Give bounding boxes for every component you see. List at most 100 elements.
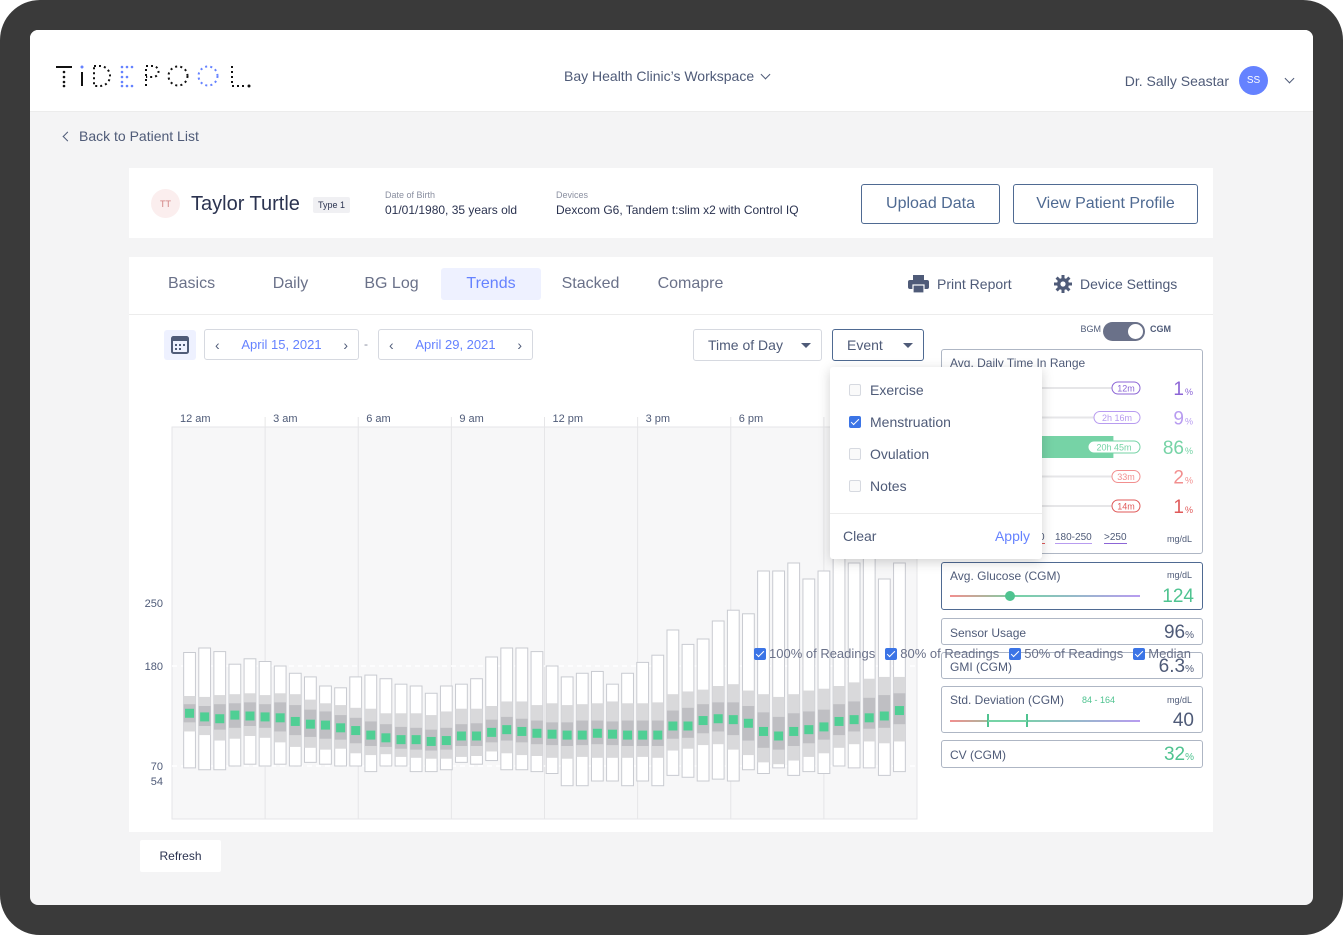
checkbox-checked[interactable] xyxy=(1009,647,1022,660)
time-of-day-select[interactable]: Time of Day xyxy=(693,329,822,361)
checkbox-checked[interactable] xyxy=(754,647,766,660)
dob-label: Date of Birth xyxy=(385,190,436,200)
median-marker xyxy=(426,736,436,746)
chevron-left-icon[interactable]: ‹ xyxy=(389,336,394,353)
cv-title: CV (CGM) xyxy=(950,748,1006,762)
toggle-bgm-label: BGM xyxy=(1080,324,1101,334)
x-tick-label: 6 pm xyxy=(739,413,763,425)
checkbox-unchecked[interactable] xyxy=(849,448,861,460)
median-marker xyxy=(638,730,648,740)
median-marker xyxy=(215,714,225,724)
chart-legend: 100% of Readings 80% of Readings 50% of … xyxy=(754,646,1191,661)
legend-50-percent[interactable]: 50% of Readings xyxy=(1009,646,1123,661)
chevron-right-icon[interactable]: › xyxy=(517,336,522,353)
box-100-percent xyxy=(772,570,786,769)
sensor-usage-value: 96 xyxy=(1163,622,1186,643)
event-option-notes[interactable]: Notes xyxy=(849,478,907,494)
back-to-patient-list-link[interactable]: Back to Patient List xyxy=(62,128,199,144)
chart-boxes xyxy=(183,546,906,787)
y-tick-label: 250 xyxy=(145,598,163,610)
chevron-left-icon[interactable]: ‹ xyxy=(215,336,220,353)
device-settings-label: Device Settings xyxy=(1080,276,1178,292)
std-deviation-card[interactable]: Std. Deviation (CGM) 84 - 164 mg/dL 40 xyxy=(941,686,1203,733)
range-percent-unit: % xyxy=(1185,476,1193,486)
view-patient-profile-button[interactable]: View Patient Profile xyxy=(1013,184,1198,224)
clear-button[interactable]: Clear xyxy=(843,528,877,544)
calendar-button[interactable] xyxy=(164,330,196,360)
refresh-button[interactable]: Refresh xyxy=(140,840,221,872)
checkbox-unchecked[interactable] xyxy=(849,480,861,492)
event-option-menstruation[interactable]: Menstruation xyxy=(849,414,951,430)
legend-label: Median xyxy=(1148,646,1191,661)
tab-bg-log[interactable]: BG Log xyxy=(364,275,419,292)
range-duration: 14m xyxy=(1117,502,1135,512)
tab-compare[interactable]: Comapre xyxy=(657,275,724,292)
start-date-picker[interactable]: ‹ April 15, 2021 › xyxy=(204,329,359,360)
x-tick-label: 3 pm xyxy=(646,413,670,425)
workspace-name: Bay Health Clinic’s Workspace xyxy=(564,68,755,84)
median-marker xyxy=(607,729,617,739)
toggle-track[interactable] xyxy=(1103,322,1145,341)
legend-median[interactable]: Median xyxy=(1133,646,1191,661)
patient-header: TT Taylor Turtle Type 1 Date of Birth 01… xyxy=(129,168,1213,238)
devices-value: Dexcom G6, Tandem t:slim x2 with Control… xyxy=(556,203,799,217)
checkbox-checked[interactable] xyxy=(1133,647,1146,660)
device-settings-button[interactable]: Device Settings xyxy=(1054,275,1177,293)
checkbox-unchecked[interactable] xyxy=(849,384,861,396)
tab-basics[interactable]: Basics xyxy=(167,275,216,292)
event-option-label: Ovulation xyxy=(870,446,930,462)
toggle-knob xyxy=(1128,324,1143,339)
box-100-percent xyxy=(757,570,770,774)
chevron-left-icon xyxy=(62,131,73,141)
workspace-selector[interactable]: Bay Health Clinic’s Workspace xyxy=(564,68,771,84)
event-option-exercise[interactable]: Exercise xyxy=(849,382,924,398)
range-track xyxy=(950,387,1140,389)
median-marker xyxy=(366,730,376,740)
legend-80-percent[interactable]: 80% of Readings xyxy=(885,646,999,661)
toggle-cgm-label: CGM xyxy=(1150,324,1171,334)
avg-glucose-marker xyxy=(1005,591,1015,601)
user-menu[interactable]: Dr. Sally Seastar SS xyxy=(1125,66,1295,95)
tab-stacked[interactable]: Stacked xyxy=(561,275,620,292)
event-select[interactable]: Event xyxy=(832,329,924,361)
median-marker xyxy=(185,708,195,718)
tidepool-logo[interactable] xyxy=(56,64,256,96)
bgm-cgm-toggle[interactable]: BGM CGM xyxy=(941,321,1203,341)
checkbox-checked[interactable] xyxy=(849,416,861,428)
checkbox-checked[interactable] xyxy=(885,647,898,660)
tab-trends[interactable]: Trends xyxy=(441,268,541,300)
print-report-button[interactable]: Print Report xyxy=(908,275,1012,293)
upload-data-button[interactable]: Upload Data xyxy=(861,184,1000,224)
sensor-usage-card[interactable]: Sensor Usage 96% xyxy=(941,618,1203,645)
apply-button[interactable]: Apply xyxy=(994,528,1030,544)
end-date-picker[interactable]: ‹ April 29, 2021 › xyxy=(378,329,533,360)
median-marker xyxy=(592,728,602,738)
median-marker xyxy=(260,712,270,722)
sensor-usage-unit: % xyxy=(1185,630,1194,641)
median-marker xyxy=(472,731,482,741)
avg-glucose-card[interactable]: Avg. Glucose (CGM) mg/dL 124 xyxy=(941,562,1203,610)
legend-100-percent[interactable]: 100% of Readings xyxy=(754,646,875,661)
chevron-right-icon[interactable]: › xyxy=(343,336,348,353)
x-tick-label: 3 am xyxy=(273,413,297,425)
event-dropdown-menu: Exercise Menstruation Ovulation Notes Cl… xyxy=(830,367,1042,559)
median-marker xyxy=(623,730,633,740)
caret-down-icon xyxy=(903,343,913,348)
time-in-range-title: Avg. Daily Time In Range xyxy=(950,356,1086,370)
median-marker xyxy=(411,735,421,745)
cv-card[interactable]: CV (CGM) 32% xyxy=(941,740,1203,768)
range-duration: 12m xyxy=(1117,384,1135,394)
caret-down-icon xyxy=(801,343,811,348)
sensor-usage-title: Sensor Usage xyxy=(950,626,1027,640)
std-deviation-range: 84 - 164 xyxy=(1082,695,1116,705)
divider xyxy=(830,513,1042,514)
event-option-ovulation[interactable]: Ovulation xyxy=(849,446,929,462)
tab-daily[interactable]: Daily xyxy=(272,275,309,292)
std-deviation-units: mg/dL xyxy=(1166,695,1192,705)
range-percent-unit: % xyxy=(1185,387,1193,397)
avg-glucose-scale xyxy=(950,591,1140,601)
gmi-card[interactable]: GMI (CGM) 6.3% xyxy=(941,652,1203,679)
median-marker xyxy=(864,713,874,723)
range-percent-unit: % xyxy=(1185,417,1193,427)
